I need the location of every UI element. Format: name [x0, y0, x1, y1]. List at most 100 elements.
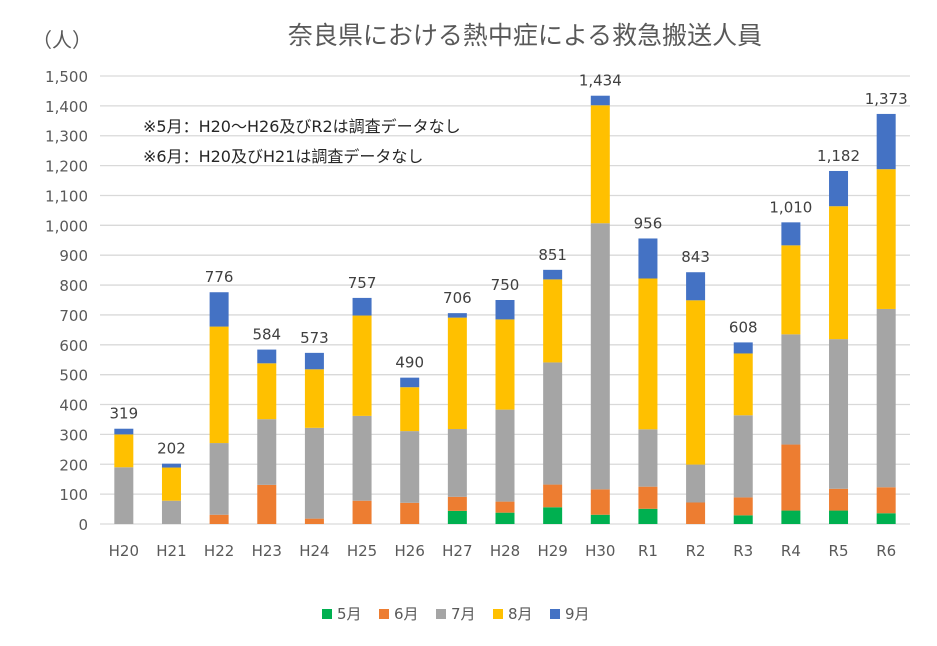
- legend-label: 5月: [337, 605, 362, 623]
- x-tick-label: H28: [490, 542, 520, 560]
- x-tick-label: R2: [686, 542, 706, 560]
- total-data-label: 1,182: [817, 147, 860, 165]
- bar-segment-R6-9月: [876, 113, 896, 170]
- total-data-label: 956: [634, 214, 663, 232]
- bar-segment-R2-6月: [686, 502, 706, 524]
- y-tick-label: 0: [78, 516, 88, 534]
- bar-segment-R3-5月: [733, 515, 753, 524]
- legend-swatch: [379, 609, 389, 619]
- bar-segment-R6-6月: [876, 487, 896, 514]
- bar-segment-H25-6月: [352, 500, 372, 524]
- bar-segment-H27-6月: [447, 496, 467, 511]
- x-tick-label: H25: [347, 542, 377, 560]
- legend-label: 7月: [451, 605, 476, 623]
- bar-segment-H22-8月: [209, 326, 229, 444]
- bar-segment-H29-9月: [543, 269, 563, 280]
- y-tick-label: 300: [59, 426, 88, 444]
- total-data-label: 776: [205, 268, 234, 286]
- bar-segment-H29-6月: [543, 484, 563, 508]
- bar-segment-H29-5月: [543, 507, 563, 524]
- bar-segment-H30-7月: [590, 223, 610, 490]
- bar-segment-H30-8月: [590, 105, 610, 224]
- bar-segment-H26-8月: [400, 387, 420, 432]
- y-tick-label: 800: [59, 277, 88, 295]
- bar-segment-H21-7月: [161, 500, 181, 524]
- bar-segment-H29-8月: [543, 279, 563, 363]
- bar-segment-H24-9月: [304, 352, 324, 370]
- bar-segment-H30-9月: [590, 95, 610, 106]
- bar-segment-R3-9月: [733, 342, 753, 354]
- x-tick-label: H29: [537, 542, 567, 560]
- total-data-label: 757: [348, 274, 377, 292]
- bar-segment-H20-8月: [114, 434, 134, 468]
- bar-segment-H24-8月: [304, 369, 324, 428]
- bar-segment-R6-5月: [876, 513, 896, 524]
- annotation-may: ※5月：H20～H26及びR2は調査データなし: [143, 117, 461, 136]
- bar-segment-R5-9月: [829, 170, 849, 207]
- bar-segment-H27-7月: [447, 429, 467, 497]
- total-data-label: 319: [110, 405, 139, 423]
- y-tick-label: 1,200: [45, 158, 88, 176]
- bar-segment-H21-8月: [161, 467, 181, 501]
- total-data-label: 573: [300, 329, 329, 347]
- y-tick-label: 400: [59, 397, 88, 415]
- bar-segment-R1-8月: [638, 278, 658, 430]
- bar-segment-H28-7月: [495, 409, 515, 502]
- bar-segment-R2-7月: [686, 464, 706, 503]
- y-tick-label: 1,500: [45, 68, 88, 86]
- bar-segment-R3-7月: [733, 415, 753, 498]
- y-tick-label: 900: [59, 247, 88, 265]
- bar-segment-R6-7月: [876, 308, 896, 488]
- total-data-label: 851: [538, 246, 567, 264]
- bar-segment-H22-6月: [209, 514, 229, 524]
- bar-segment-H20-9月: [114, 428, 134, 435]
- bar-segment-R5-7月: [829, 339, 849, 489]
- y-tick-label: 500: [59, 367, 88, 385]
- y-tick-label: 1,300: [45, 128, 88, 146]
- bar-segment-R1-9月: [638, 238, 658, 279]
- bar-segment-H24-7月: [304, 427, 324, 519]
- x-tick-label: H22: [204, 542, 234, 560]
- bar-segment-H23-8月: [257, 363, 277, 420]
- total-data-label: 1,010: [769, 198, 812, 216]
- bar-segment-H29-7月: [543, 362, 563, 485]
- total-data-label: 608: [729, 318, 758, 336]
- bar-segment-H27-8月: [447, 317, 467, 430]
- x-tick-label: R5: [829, 542, 849, 560]
- annotation-june: ※6月：H20及びH21は調査データなし: [143, 147, 423, 166]
- x-tick-label: H24: [299, 542, 329, 560]
- bar-segment-H22-9月: [209, 292, 229, 327]
- total-data-label: 490: [395, 354, 424, 372]
- legend-swatch: [550, 609, 560, 619]
- bar-segment-R1-7月: [638, 429, 658, 487]
- x-tick-label: H20: [109, 542, 139, 560]
- bar-segment-H28-5月: [495, 512, 515, 524]
- x-tick-label: H23: [252, 542, 282, 560]
- bar-segment-H27-9月: [447, 313, 467, 318]
- total-data-label: 584: [252, 326, 281, 344]
- y-tick-label: 200: [59, 456, 88, 474]
- bar-segment-R4-5月: [781, 510, 801, 524]
- y-tick-label: 600: [59, 337, 88, 355]
- bar-segment-R4-8月: [781, 245, 801, 335]
- bar-segment-R5-6月: [829, 488, 849, 511]
- x-tick-label: R3: [733, 542, 753, 560]
- x-tick-label: R6: [876, 542, 896, 560]
- x-tick-label: H30: [585, 542, 615, 560]
- x-tick-label: R4: [781, 542, 801, 560]
- y-axis-unit-label: （人）: [32, 28, 92, 52]
- legend-swatch: [493, 609, 503, 619]
- y-tick-label: 100: [59, 486, 88, 504]
- bar-segment-H25-7月: [352, 415, 372, 501]
- bar-segment-H23-6月: [257, 484, 277, 524]
- y-tick-label: 700: [59, 307, 88, 325]
- total-data-label: 706: [443, 289, 472, 307]
- bar-segment-H25-9月: [352, 297, 372, 316]
- total-data-label: 1,373: [865, 90, 908, 108]
- bar-segment-R3-8月: [733, 353, 753, 416]
- legend-swatch: [322, 609, 332, 619]
- bar-segment-R6-8月: [876, 169, 896, 309]
- x-tick-label: H21: [156, 542, 186, 560]
- bar-segment-H25-8月: [352, 315, 372, 416]
